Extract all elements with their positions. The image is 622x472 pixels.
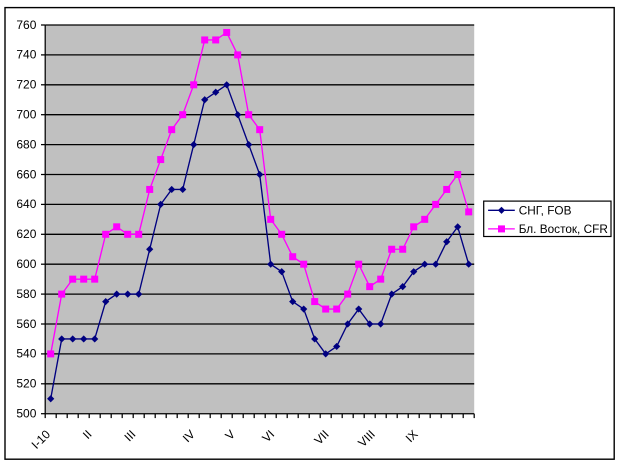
svg-text:Бл. Восток, CFR: Бл. Восток, CFR [519,222,608,236]
svg-text:600: 600 [16,257,36,271]
svg-text:740: 740 [16,48,36,62]
svg-text:680: 680 [16,137,36,151]
svg-text:СНГ, FOB: СНГ, FOB [519,204,572,218]
svg-text:560: 560 [16,317,36,331]
svg-text:700: 700 [16,107,36,121]
svg-text:640: 640 [16,197,36,211]
svg-text:500: 500 [16,406,36,420]
svg-text:720: 720 [16,78,36,92]
svg-text:540: 540 [16,347,36,361]
svg-text:580: 580 [16,287,36,301]
svg-text:660: 660 [16,167,36,181]
svg-text:520: 520 [16,377,36,391]
svg-text:620: 620 [16,227,36,241]
svg-text:760: 760 [16,18,36,32]
